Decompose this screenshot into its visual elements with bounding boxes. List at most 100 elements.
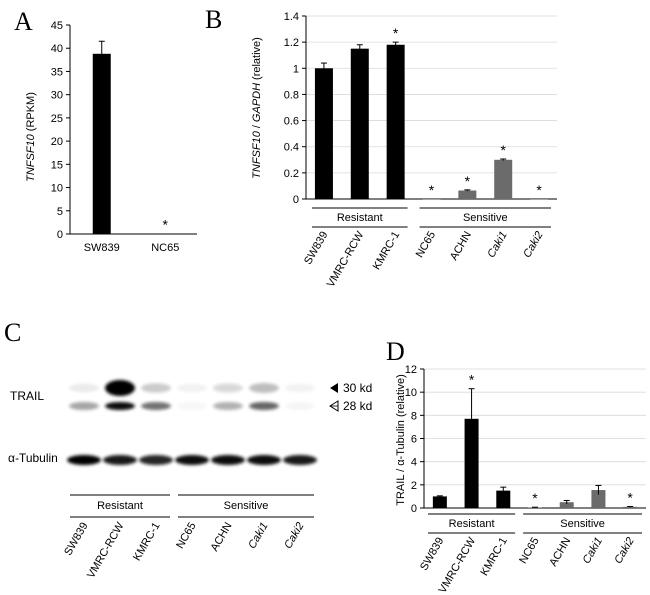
chart-d-bar-vmrc-rcw xyxy=(464,418,479,508)
chart-b-category-label: NC65 xyxy=(414,230,438,260)
blot-lane-label: SW839 xyxy=(62,521,90,558)
chart-b-category-label: Caki2 xyxy=(521,230,545,260)
chart-b-bar-achn xyxy=(458,190,477,199)
chart-b-significance-star: * xyxy=(536,182,542,198)
band-tubulin xyxy=(103,455,137,465)
chart-b-group-label: Resistant xyxy=(337,212,383,224)
blot-group-label: Resistant xyxy=(97,500,143,512)
chart-d-significance-star: * xyxy=(532,490,538,506)
chart-a: 0 5 10 15 20 25 30 35 40 45 SW839 * NC65 xyxy=(51,20,197,254)
band-trail-30kd xyxy=(141,383,171,393)
band-trail-30kd xyxy=(249,383,279,393)
chart-d-category-label: KMRC-1 xyxy=(478,536,509,579)
chart-b-category-label: VMRC-RCW xyxy=(325,229,367,290)
chart-d-bar-caki1 xyxy=(591,490,606,508)
chart-d-category-label: ACHN xyxy=(547,535,573,568)
band-tubulin xyxy=(175,455,209,465)
marker-30-label: 30 kd xyxy=(343,381,372,395)
chart-d-bar-caki2 xyxy=(623,506,638,508)
chart-d-ylabel: TRAIL / α-Tubulin (relative) xyxy=(395,374,407,505)
chart-a-ytick-label: 20 xyxy=(51,136,63,148)
chart-a-category-label: NC65 xyxy=(151,242,179,254)
chart-a-ytick-label: 40 xyxy=(51,43,63,55)
chart-b-bar-caki2 xyxy=(530,199,549,200)
chart-a-ytick-label: 0 xyxy=(57,229,63,241)
blot-group-label: Sensitive xyxy=(224,500,269,512)
blot-lane-label: Caki1 xyxy=(246,521,270,551)
chart-b-bar-vmrc-rcw xyxy=(350,48,369,199)
chart-b-bar-sw839 xyxy=(314,68,333,200)
chart-a-ytick-label: 15 xyxy=(51,159,63,171)
chart-b-significance-star: * xyxy=(465,173,471,189)
chart-d-category-label: NC65 xyxy=(517,536,541,566)
band-trail-28kd xyxy=(249,402,279,410)
blot-trail-label: TRAIL xyxy=(10,389,44,403)
chart-b-bar-caki1 xyxy=(494,159,513,199)
chart-a-ytick-label: 25 xyxy=(51,113,63,125)
chart-b-ytick-label: 0.8 xyxy=(284,89,299,101)
band-tubulin xyxy=(247,455,281,465)
band-trail-28kd xyxy=(141,402,171,410)
band-trail-28kd xyxy=(213,402,243,410)
chart-d-category-label: Caki2 xyxy=(612,536,636,566)
chart-b-ytick-label: 1.2 xyxy=(284,37,299,49)
chart-d-category-label: Caki1 xyxy=(581,536,605,566)
chart-b-category-label: SW839 xyxy=(302,230,330,267)
chart-d-bar-kmrc-1 xyxy=(496,490,511,508)
chart-b-ylabel-gene: TNFSF10 xyxy=(251,130,263,179)
chart-a-bar-nc65 xyxy=(156,233,175,235)
western-blot xyxy=(67,365,317,475)
chart-a-ytick-label: 10 xyxy=(51,183,63,195)
chart-d-bar-achn xyxy=(559,502,574,508)
chart-d-ytick-label: 12 xyxy=(405,364,417,376)
chart-a-ylabel-gene: TNFSF10 xyxy=(25,133,37,182)
band-trail-30kd xyxy=(105,380,135,396)
chart-d-significance-star: * xyxy=(469,372,475,388)
panel-letter-b: B xyxy=(205,5,222,34)
blot-lane-label: KMRC-1 xyxy=(131,521,162,564)
chart-d-significance-star: * xyxy=(627,489,633,505)
band-tubulin xyxy=(283,455,317,465)
marker-30-arrow-icon xyxy=(330,383,338,393)
chart-a-ytick-label: 35 xyxy=(51,66,63,78)
panel-letter-c: C xyxy=(4,318,21,347)
chart-a-bar-sw839 xyxy=(92,53,111,234)
chart-d-ytick-label: 2 xyxy=(411,480,417,492)
chart-b-significance-star: * xyxy=(393,25,399,41)
band-trail-28kd xyxy=(69,402,99,410)
chart-d-ytick-label: 4 xyxy=(411,457,417,469)
chart-b-ytick-label: 1.4 xyxy=(284,11,299,23)
chart-a-ytick-label: 30 xyxy=(51,90,63,102)
panel-letter-a: A xyxy=(14,7,33,36)
chart-a-significance-star: * xyxy=(163,217,169,233)
chart-a-ylabel: TNFSF10 (RPKM) xyxy=(25,92,37,182)
chart-b-category-label: Caki1 xyxy=(485,230,509,260)
blot-lane-label: ACHN xyxy=(209,520,235,553)
band-tubulin xyxy=(67,455,101,465)
chart-b-category-label: KMRC-1 xyxy=(371,230,402,273)
blot-tubulin-label: α-Tubulin xyxy=(8,451,58,465)
chart-a-ytick-label: 5 xyxy=(57,206,63,218)
chart-d-ytick-label: 6 xyxy=(411,434,417,446)
blot-lane-label: Caki2 xyxy=(282,521,306,551)
chart-b-bar-nc65 xyxy=(422,199,441,200)
chart-b-category-label: ACHN xyxy=(448,229,474,262)
chart-d-group-label: Resistant xyxy=(449,518,495,530)
chart-d-bar-sw839 xyxy=(432,496,447,508)
chart-d-ytick-label: 10 xyxy=(405,387,417,399)
chart-a-category-label: SW839 xyxy=(84,242,120,254)
panel-letter-d: D xyxy=(386,337,405,366)
blot-lane-label: NC65 xyxy=(174,521,198,551)
chart-b-ylabel-ref: GAPDH xyxy=(251,83,263,122)
chart-b-ylabel-unit: (relative) xyxy=(251,37,263,80)
band-trail-28kd xyxy=(177,402,207,410)
chart-b-group-label: Sensitive xyxy=(463,212,508,224)
chart-b-ylabel: TNFSF10 / GAPDH (relative) xyxy=(251,37,263,179)
chart-a-ytick-label: 45 xyxy=(51,20,63,32)
band-trail-30kd xyxy=(213,383,243,393)
band-trail-30kd xyxy=(69,383,99,393)
